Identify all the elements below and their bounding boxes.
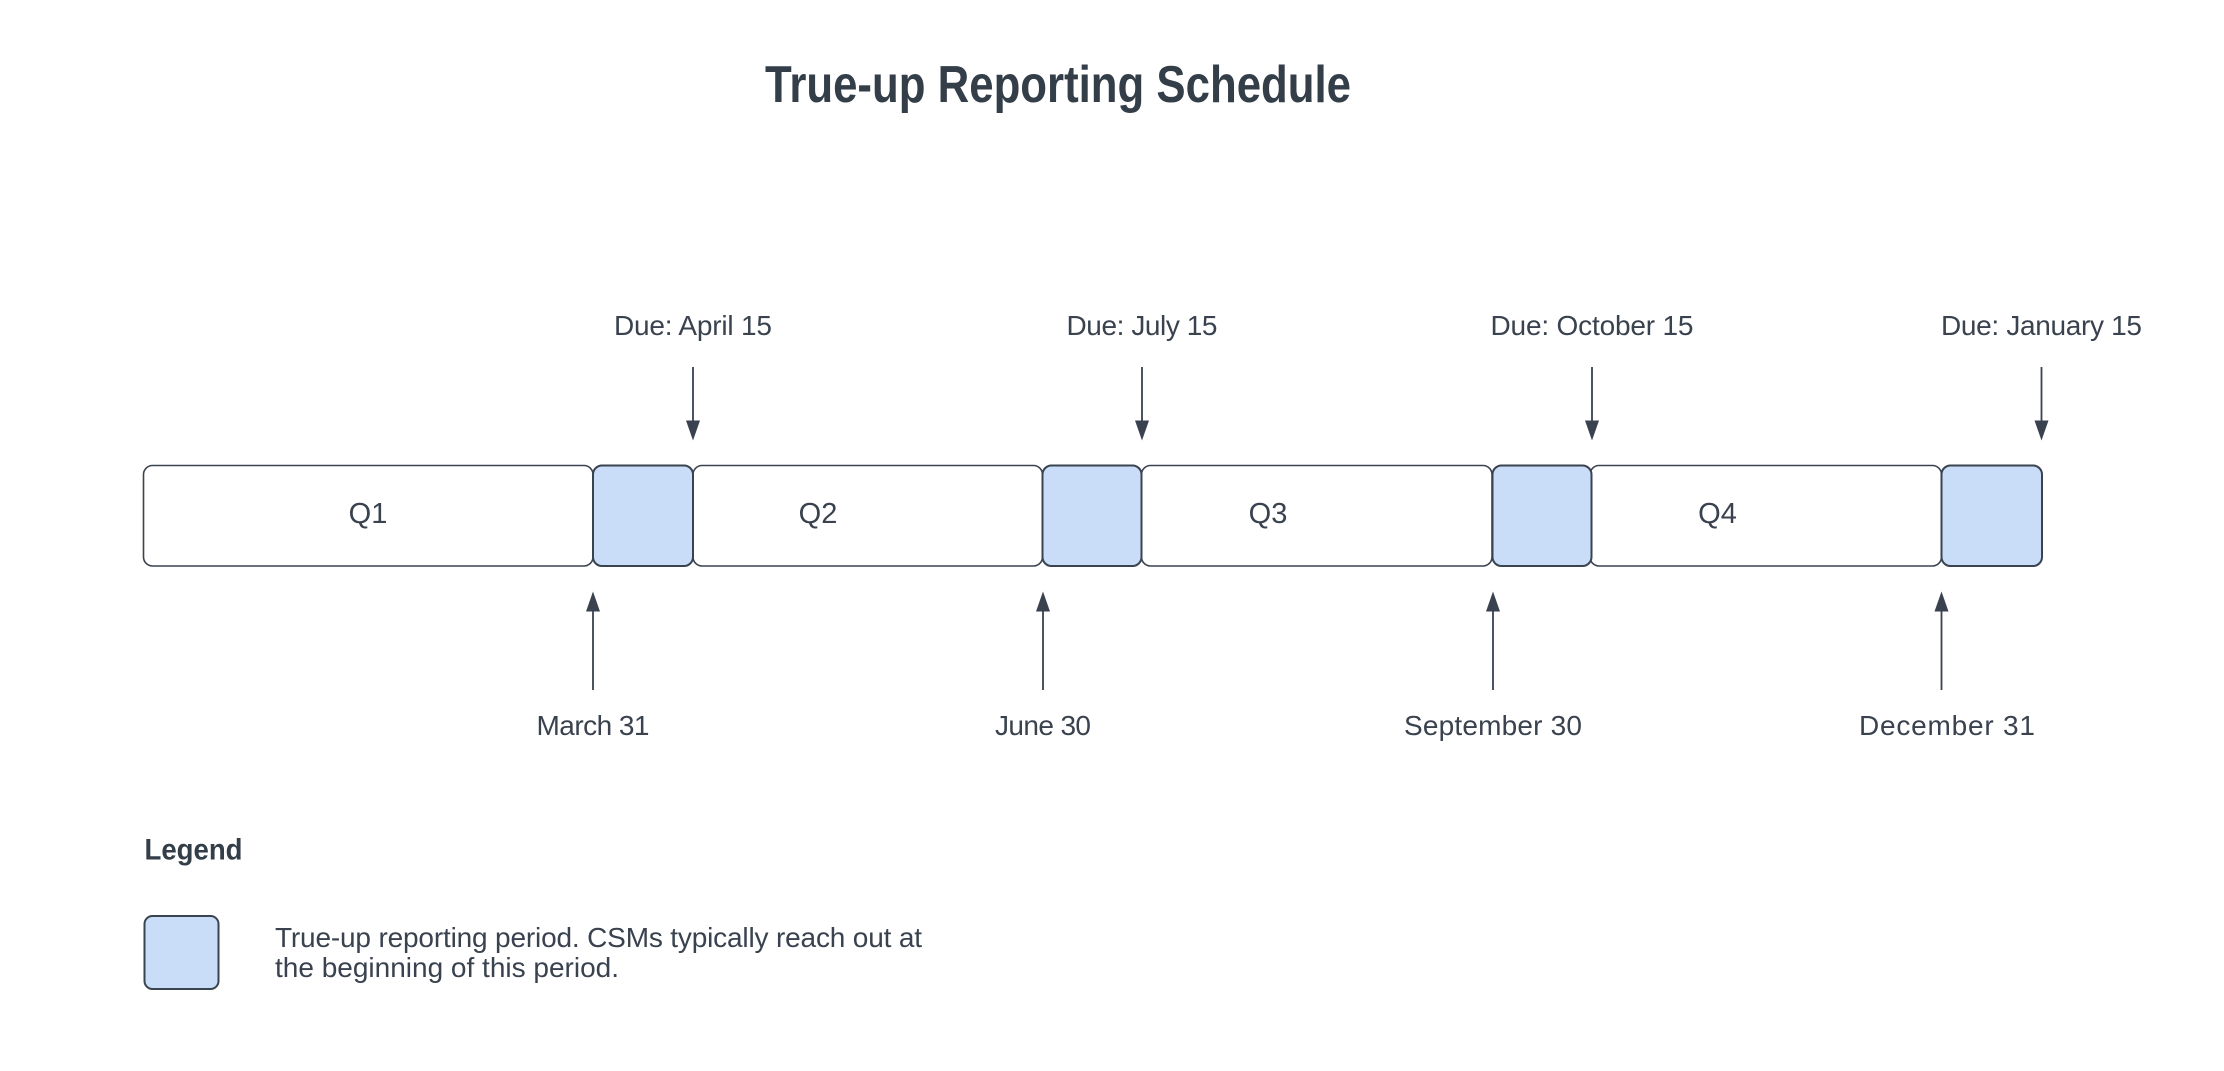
svg-text:Due: October 15: Due: October 15	[1491, 310, 1694, 341]
svg-text:December 31: December 31	[1859, 710, 2035, 741]
svg-text:Q2: Q2	[799, 498, 838, 530]
svg-text:June 30: June 30	[995, 710, 1091, 741]
svg-text:True-up Reporting Schedule: True-up Reporting Schedule	[765, 56, 1351, 114]
svg-text:March 31: March 31	[537, 710, 650, 741]
svg-text:Due: April 15: Due: April 15	[614, 310, 772, 341]
svg-text:Due: January 15: Due: January 15	[1941, 310, 2142, 341]
svg-text:Legend: Legend	[145, 834, 243, 867]
svg-text:True-up reporting period. CSMs: True-up reporting period. CSMs typically…	[275, 922, 922, 953]
svg-text:Q3: Q3	[1249, 498, 1288, 530]
svg-text:Q4: Q4	[1698, 498, 1737, 530]
svg-text:Q1: Q1	[349, 498, 388, 530]
svg-text:Due: July 15: Due: July 15	[1067, 310, 1218, 341]
svg-text:the beginning of this period.: the beginning of this period.	[275, 952, 619, 983]
svg-text:September 30: September 30	[1404, 710, 1582, 741]
